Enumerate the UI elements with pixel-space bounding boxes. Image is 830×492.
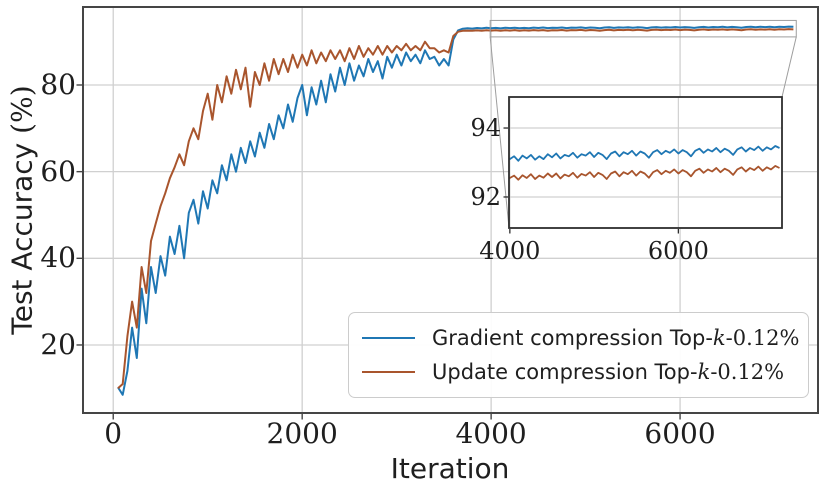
legend-label-suffix: -0.12% <box>725 326 800 350</box>
legend-label-prefix: Gradient compression Top- <box>432 326 713 350</box>
x-tick-label: 6000 <box>644 417 716 450</box>
inset-y-tick-label: 92 <box>470 182 501 211</box>
x-tick-label: 0 <box>104 417 123 450</box>
inset-y-tick-label: 94 <box>470 114 501 143</box>
main-series-lines <box>117 25 794 396</box>
legend-label: Gradient compression Top-k-0.12% <box>432 326 799 350</box>
inset-x-tick-label: 4000 <box>479 237 541 265</box>
main-axes-frame <box>82 6 819 414</box>
legend-label-prefix: Update compression Top- <box>432 360 698 384</box>
x-tick-label: 2000 <box>266 417 338 450</box>
x-axis-label: Iteration <box>390 452 510 485</box>
legend-line-sample-brown <box>362 371 415 373</box>
y-tick-label: 80 <box>40 67 76 101</box>
legend: Gradient compression Top-k-0.12% Update … <box>348 312 809 398</box>
legend-item-gradient-compression: Gradient compression Top-k-0.12% <box>362 326 808 350</box>
legend-label-k: k <box>712 326 726 350</box>
y-tick-label: 40 <box>40 241 76 275</box>
legend-item-update-compression: Update compression Top-k-0.12% <box>362 360 808 384</box>
x-tick-label: 4000 <box>455 417 527 450</box>
y-axis-label: Test Accuracy (%) <box>6 85 39 334</box>
y-axis-label-text: Test Accuracy <box>5 142 39 335</box>
inset-x-tick-label: 6000 <box>647 237 709 265</box>
inset-axes <box>503 96 783 234</box>
legend-label: Update compression Top-k-0.12% <box>432 360 784 384</box>
y-tick-label: 20 <box>40 327 76 361</box>
main-tick-marks <box>76 84 681 420</box>
legend-label-k: k <box>697 360 711 384</box>
legend-line-sample-blue <box>362 337 415 339</box>
y-axis-label-unit: (%) <box>5 85 39 134</box>
legend-label-suffix: -0.12% <box>710 360 785 384</box>
zoom-indicator <box>489 19 797 229</box>
y-tick-label: 60 <box>40 154 76 188</box>
